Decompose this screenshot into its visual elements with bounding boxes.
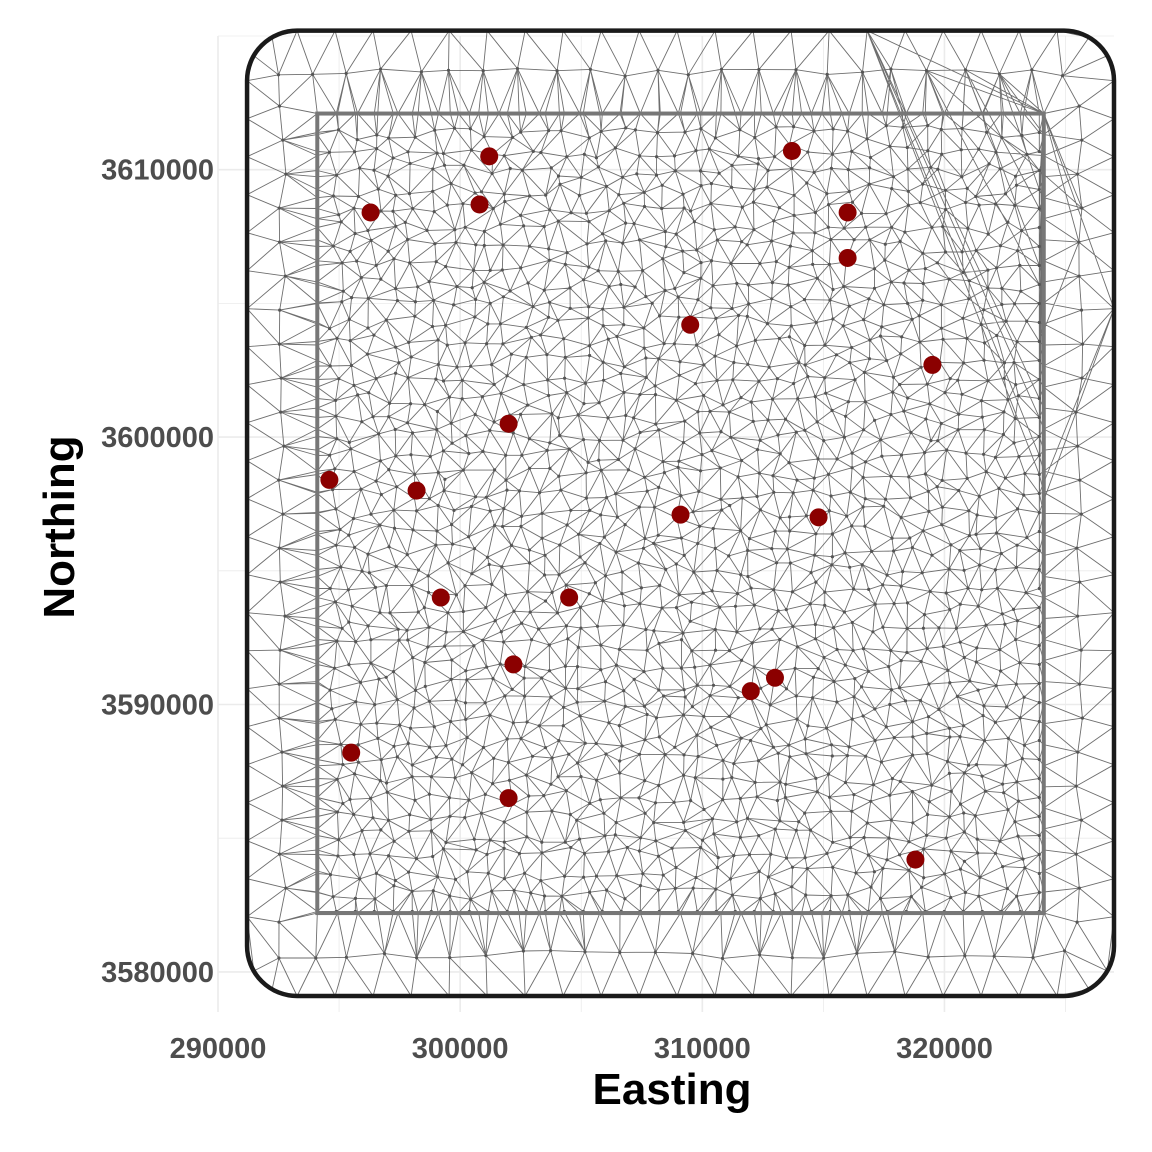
data-point [320,470,339,489]
data-point [342,743,361,762]
x-tick-label: 300000 [412,1033,509,1065]
y-tick-labels: 3580000 3590000 3600000 3610000 [101,155,214,989]
inner-boundary [315,111,1046,916]
data-point [504,655,523,674]
data-point [906,850,925,869]
y-tick-label: 3600000 [101,422,214,454]
data-point [741,682,760,701]
data-point [671,505,690,524]
data-point [431,588,450,607]
data-point [765,668,784,687]
data-point [480,147,499,166]
data-point [560,588,579,607]
y-tick-label: 3610000 [101,155,214,187]
mesh-boundaries [244,28,1117,999]
data-point [809,508,828,527]
data-point [681,315,700,334]
data-point [470,195,489,214]
x-tick-label: 310000 [654,1033,751,1065]
x-tick-labels: 290000 300000 310000 320000 [170,1033,993,1065]
data-points [320,141,942,869]
data-point [838,248,857,267]
x-tick-label: 290000 [170,1033,267,1065]
data-point [499,414,518,433]
y-axis-title: Northing [35,435,84,618]
outer-boundary [244,28,1117,999]
data-point [838,203,857,222]
y-tick-label: 3580000 [101,957,214,989]
data-point [499,789,518,808]
y-tick-label: 3590000 [101,689,214,721]
data-point [361,203,380,222]
data-point [782,141,801,160]
x-axis-title: Easting [593,1065,752,1114]
x-tick-label: 320000 [896,1033,993,1065]
data-point [923,355,942,374]
data-point [407,481,426,500]
